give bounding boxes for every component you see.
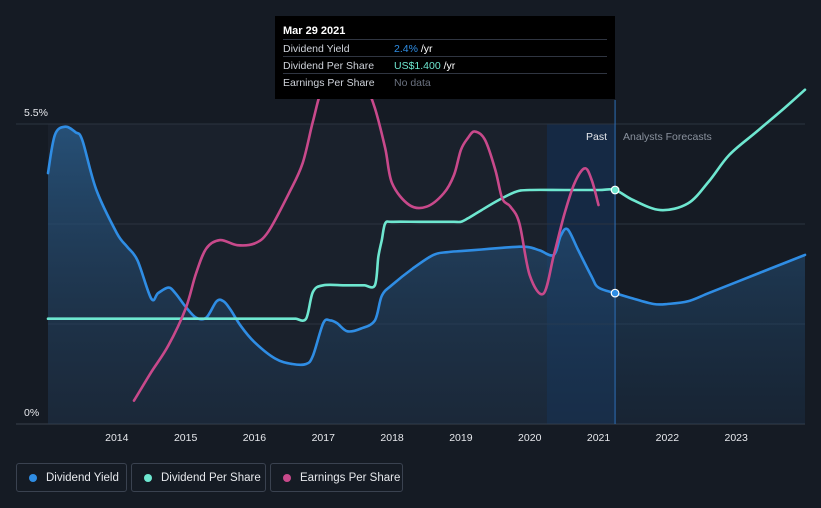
legend-dividend-per-share[interactable]: Dividend Per Share	[131, 463, 266, 492]
tooltip-unit: /yr	[440, 60, 456, 72]
tooltip-value-wrap: US$1.400 /yr	[394, 60, 455, 72]
earnings-per-share-line	[132, 71, 600, 402]
tooltip-value: No data	[394, 77, 431, 89]
tooltip-date: Mar 29 2021	[283, 25, 346, 37]
dividend-yield-marker	[610, 288, 620, 298]
tooltip-value: 2.4%	[394, 43, 418, 55]
analysts-forecasts-label: Analysts Forecasts	[623, 131, 712, 143]
legend-label: Earnings Per Share	[300, 471, 401, 484]
legend-label: Dividend Yield	[46, 471, 119, 484]
tooltip-row-dividend-yield: Dividend Yield 2.4% /yr	[283, 39, 607, 57]
y-axis-max-label: 5.5%	[24, 107, 48, 119]
legend-dot-icon	[29, 473, 37, 482]
tooltip-value: US$1.400	[394, 60, 441, 72]
tooltip-value-wrap: No data	[394, 77, 431, 89]
x-axis-tick-label: 2016	[243, 432, 267, 444]
x-axis-tick-label: 2017	[312, 432, 336, 444]
legend-dividend-yield[interactable]: Dividend Yield	[16, 463, 127, 492]
past-label: Past	[586, 131, 607, 143]
legend-dot-icon	[283, 473, 291, 482]
tooltip-row-earnings-per-share: Earnings Per Share No data	[283, 73, 607, 91]
tooltip-label: Dividend Yield	[283, 43, 350, 55]
tooltip-label: Earnings Per Share	[283, 77, 375, 89]
tooltip-row-dividend-per-share: Dividend Per Share US$1.400 /yr	[283, 56, 607, 74]
tooltip: Mar 29 2021 Dividend Yield 2.4% /yr Divi…	[275, 16, 615, 99]
legend-label: Dividend Per Share	[161, 471, 261, 484]
x-axis-tick-label: 2015	[174, 432, 198, 444]
x-axis-tick-label: 2018	[380, 432, 404, 444]
dividend-yield-area	[48, 126, 805, 424]
x-axis-tick-label: 2023	[725, 432, 749, 444]
x-axis-tick-label: 2022	[656, 432, 680, 444]
x-axis-tick-label: 2021	[587, 432, 611, 444]
tooltip-label: Dividend Per Share	[283, 60, 375, 72]
x-axis-tick-label: 2014	[105, 432, 129, 444]
legend-dot-icon	[144, 473, 152, 482]
dividend-yield-line	[46, 125, 807, 367]
tooltip-value-wrap: 2.4% /yr	[394, 43, 433, 55]
x-axis-tick-label: 2019	[449, 432, 473, 444]
x-axis-tick-label: 2020	[518, 432, 542, 444]
dividend-per-share-marker	[610, 185, 620, 195]
dividend-per-share-line	[46, 88, 807, 322]
tooltip-unit: /yr	[417, 43, 433, 55]
legend-earnings-per-share[interactable]: Earnings Per Share	[270, 463, 403, 492]
y-axis-min-label: 0%	[24, 407, 39, 419]
